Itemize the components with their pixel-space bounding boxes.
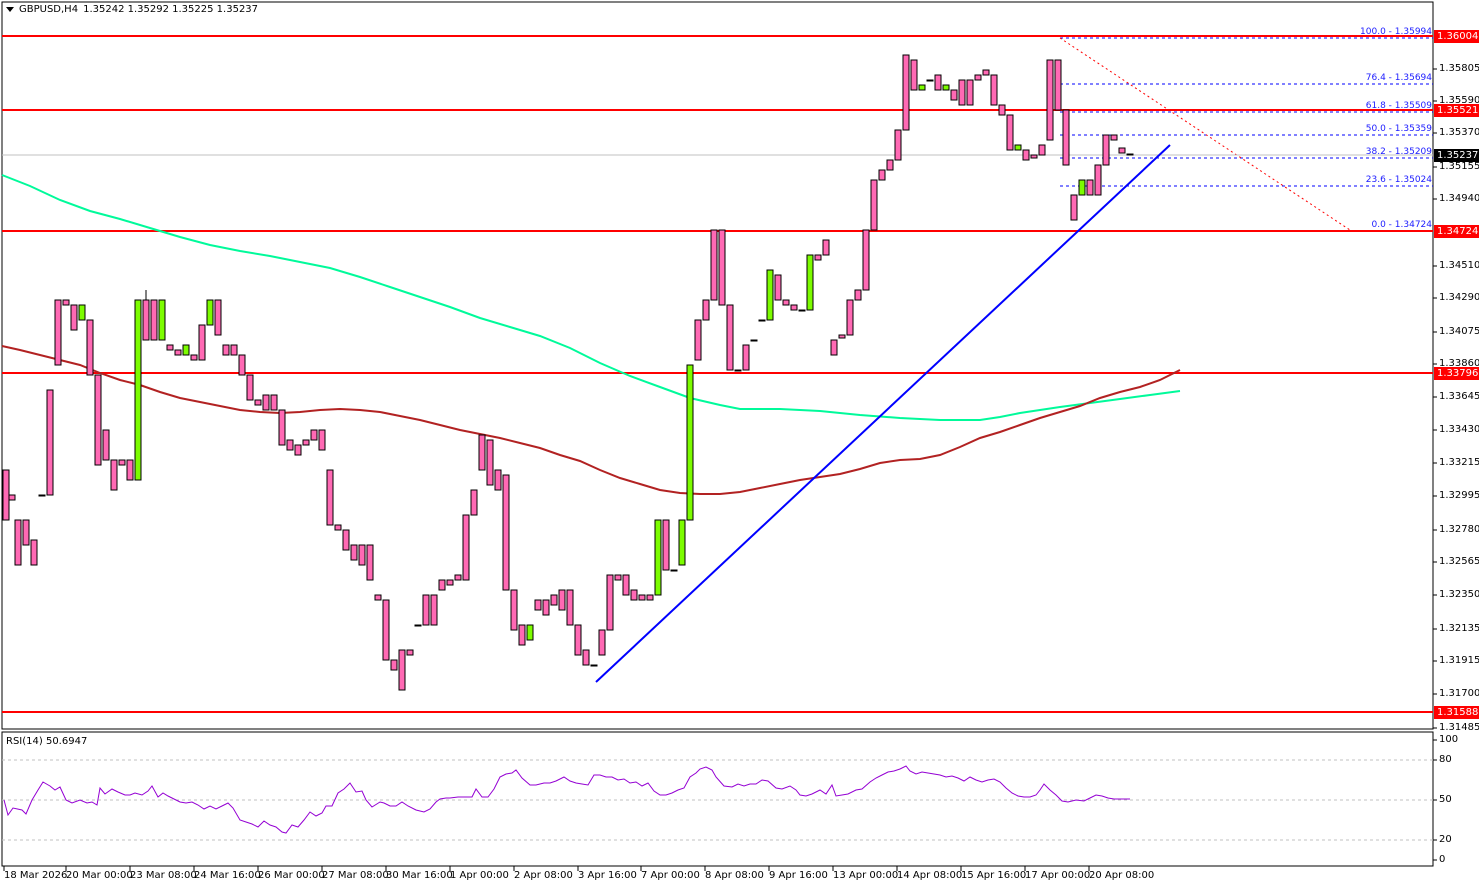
price-tick-label: 1.32780 (1439, 524, 1479, 535)
price-tag: 1.31588 (1434, 706, 1479, 719)
rsi-panel-frame (1, 731, 1434, 867)
price-tick-label: 1.31700 (1439, 688, 1479, 699)
price-tick-label: 1.35805 (1439, 63, 1479, 74)
rsi-line (3, 765, 1130, 834)
price-tick-label: 1.35155 (1439, 161, 1479, 172)
moving-average-slow[interactable] (1, 174, 1181, 421)
price-tag: 1.36004 (1434, 30, 1479, 43)
time-tick-label: 8 Apr 08:00 (705, 870, 764, 881)
time-tick-label: 14 Apr 08:00 (897, 870, 963, 881)
price-tag: 1.34724 (1434, 225, 1479, 238)
time-tick-label: 3 Apr 16:00 (578, 870, 637, 881)
price-tick-label: 1.35590 (1439, 95, 1479, 106)
price-tick-label: 1.34075 (1439, 326, 1479, 337)
fibonacci-level-label: 0.0 - 1.34724 (1371, 220, 1433, 230)
main-chart-frame (1, 1, 1434, 730)
candlesticks (2, 54, 1134, 691)
moving-average-fast[interactable] (1, 345, 1181, 495)
fibonacci-level-label: 23.6 - 1.35024 (1365, 175, 1432, 185)
price-tick-label: 1.34510 (1439, 260, 1479, 271)
axis-ticks (3, 68, 1437, 871)
rsi-tick-label: 100 (1439, 734, 1459, 745)
chart-header: GBPUSD,H4 1.35242 1.35292 1.35225 1.3523… (6, 4, 258, 15)
price-tick-label: 1.35370 (1439, 127, 1479, 138)
time-tick-label: 2 Apr 08:00 (514, 870, 573, 881)
rsi-tick-label: 50 (1439, 794, 1452, 805)
price-tick-label: 1.33430 (1439, 424, 1479, 435)
time-tick-label: 18 Mar 2026 (4, 870, 68, 881)
price-tick-label: 1.33645 (1439, 391, 1479, 402)
time-tick-label: 9 Apr 16:00 (769, 870, 828, 881)
price-tick-label: 1.31915 (1439, 655, 1479, 666)
fibonacci-level-label: 100.0 - 1.35994 (1360, 27, 1432, 37)
rsi-label: RSI(14) 50.6947 (6, 736, 88, 747)
time-tick-label: 23 Mar 08:00 (130, 870, 197, 881)
time-tick-label: 20 Mar 00:00 (66, 870, 133, 881)
time-tick-label: 20 Apr 08:00 (1089, 870, 1155, 881)
price-tag: 1.35521 (1434, 104, 1479, 117)
time-tick-label: 13 Apr 00:00 (833, 870, 899, 881)
trendline[interactable] (595, 144, 1171, 683)
time-tick-label: 24 Mar 16:00 (194, 870, 261, 881)
time-tick-label: 7 Apr 00:00 (641, 870, 700, 881)
price-tag: 1.35237 (1434, 149, 1479, 162)
price-tick-label: 1.34940 (1439, 193, 1479, 204)
fibonacci-level-label: 38.2 - 1.35209 (1365, 147, 1432, 157)
rsi-level-lines (2, 759, 1433, 841)
price-tag: 1.33796 (1434, 367, 1479, 380)
price-tick-label: 1.32995 (1439, 490, 1479, 501)
time-tick-label: 15 Apr 16:00 (961, 870, 1027, 881)
time-tick-label: 26 Mar 00:00 (258, 870, 325, 881)
price-tick-label: 1.31485 (1439, 722, 1479, 733)
price-tick-label: 1.34290 (1439, 292, 1479, 303)
fibonacci-level-label: 61.8 - 1.35509 (1365, 101, 1432, 111)
time-tick-label: 1 Apr 00:00 (450, 870, 509, 881)
price-tick-label: 1.32565 (1439, 556, 1479, 567)
price-tick-label: 1.33860 (1439, 358, 1479, 369)
time-tick-label: 30 Mar 16:00 (386, 870, 453, 881)
time-tick-label: 17 Apr 00:00 (1025, 870, 1091, 881)
rsi-tick-label: 0 (1439, 854, 1446, 865)
rsi-tick-label: 80 (1439, 754, 1452, 765)
ohlc-values: 1.35242 1.35292 1.35225 1.35237 (83, 4, 259, 15)
price-tick-label: 1.32350 (1439, 589, 1479, 600)
fibonacci-level-label: 76.4 - 1.35694 (1365, 73, 1432, 83)
price-tick-label: 1.32135 (1439, 623, 1479, 634)
dropdown-triangle-icon[interactable] (6, 7, 14, 12)
symbol-timeframe: GBPUSD,H4 (19, 4, 79, 15)
fibonacci-level-label: 50.0 - 1.35359 (1365, 124, 1432, 134)
rsi-tick-label: 20 (1439, 834, 1452, 845)
price-tick-label: 1.33215 (1439, 457, 1479, 468)
time-tick-label: 27 Mar 08:00 (322, 870, 389, 881)
